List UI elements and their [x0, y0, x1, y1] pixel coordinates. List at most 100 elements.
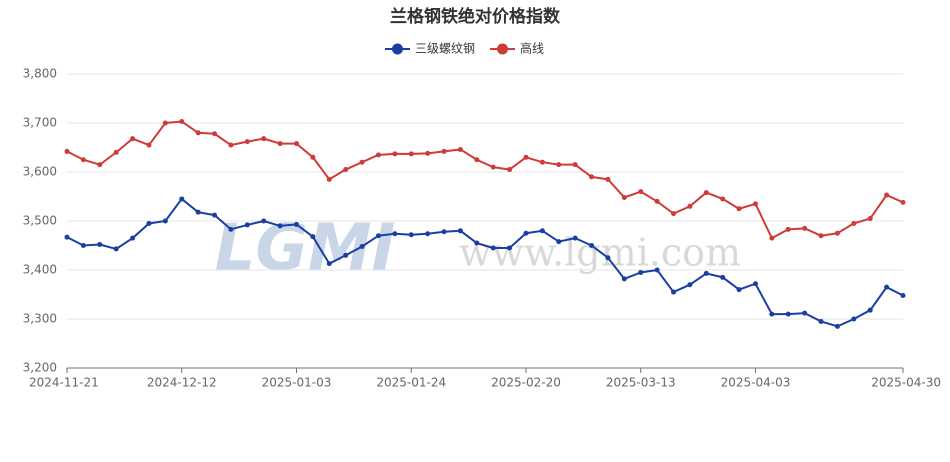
data-point [752, 201, 758, 207]
data-point [195, 130, 201, 136]
data-point [261, 218, 267, 224]
data-point [720, 274, 726, 280]
data-point [900, 199, 906, 205]
data-point [621, 194, 627, 200]
data-point [146, 220, 152, 226]
x-tick-label: 2025-04-30 [871, 376, 941, 390]
data-point [802, 225, 808, 231]
data-point [474, 240, 480, 246]
x-tick-label: 2024-11-21 [29, 376, 99, 390]
data-point [769, 235, 775, 241]
x-tick-label: 2025-03-13 [606, 376, 676, 390]
data-point [572, 162, 578, 168]
data-point [113, 246, 119, 252]
data-point [375, 233, 381, 239]
data-point [687, 282, 693, 288]
data-point [671, 289, 677, 295]
data-point [392, 151, 398, 157]
data-point [556, 162, 562, 168]
data-point [277, 141, 283, 147]
data-point [736, 287, 742, 293]
data-point [244, 222, 250, 228]
data-point [408, 232, 414, 238]
data-point [539, 228, 545, 234]
data-point [818, 233, 824, 239]
data-point [867, 216, 873, 222]
data-point [293, 141, 299, 147]
data-point [687, 203, 693, 209]
data-point [113, 149, 119, 155]
data-point [425, 231, 431, 237]
data-point [834, 230, 840, 236]
legend-marker [392, 43, 403, 55]
data-point [97, 242, 103, 248]
data-point [457, 146, 463, 152]
data-point [818, 318, 824, 324]
data-point [326, 261, 332, 267]
data-point [589, 243, 595, 248]
data-point [326, 176, 332, 182]
series-line [66, 197, 904, 328]
data-point [441, 148, 447, 154]
data-point [310, 234, 316, 240]
data-point [64, 234, 70, 240]
y-tick-label: 3,400 [23, 263, 57, 277]
watermark-logo: LGMI [215, 212, 396, 286]
data-point [851, 316, 857, 322]
data-point [359, 159, 365, 165]
data-point [851, 220, 857, 226]
data-point [212, 131, 218, 137]
data-point [97, 162, 103, 168]
data-point [638, 189, 644, 195]
data-point [293, 221, 299, 227]
data-point [507, 167, 513, 173]
data-point [621, 276, 627, 282]
data-point [228, 142, 234, 148]
data-point [343, 167, 349, 173]
data-point [408, 151, 414, 157]
data-point [244, 139, 250, 145]
data-point [212, 212, 218, 218]
x-tick-label: 2025-02-20 [491, 376, 561, 390]
x-tick-label: 2025-01-03 [262, 376, 332, 390]
data-point [539, 159, 545, 165]
data-point [867, 307, 873, 313]
data-point [556, 239, 562, 245]
y-tick-label: 3,200 [23, 361, 57, 375]
data-point [179, 119, 185, 125]
data-point [507, 245, 513, 251]
data-point [261, 136, 267, 142]
data-point [162, 218, 168, 224]
data-point [703, 190, 709, 196]
data-point [441, 229, 447, 235]
data-point [605, 176, 611, 182]
data-point [589, 174, 595, 180]
y-tick-label: 3,500 [23, 214, 57, 228]
data-point [654, 267, 660, 273]
x-tick-label: 2025-01-24 [376, 376, 446, 390]
legend-marker [497, 43, 509, 55]
series-line [66, 120, 904, 240]
data-point [638, 269, 644, 275]
data-point [752, 281, 758, 287]
data-point [162, 120, 168, 126]
x-tick-label: 2024-12-12 [147, 376, 217, 390]
data-point [605, 255, 611, 261]
data-point [703, 270, 709, 276]
data-point [654, 198, 660, 204]
y-tick-label: 3,800 [23, 67, 57, 81]
y-tick-label: 3,300 [23, 312, 57, 326]
data-point [785, 226, 791, 232]
data-point [671, 211, 677, 217]
data-point [80, 243, 86, 248]
legend-label: 高线 [520, 41, 544, 56]
data-point [64, 148, 70, 154]
data-point [179, 196, 185, 202]
chart-title: 兰格钢铁绝对价格指数 [390, 6, 561, 27]
data-point [130, 235, 136, 241]
data-point [523, 230, 529, 236]
data-point [720, 196, 726, 202]
data-point [474, 157, 480, 163]
data-point [277, 223, 283, 229]
data-point [736, 206, 742, 212]
